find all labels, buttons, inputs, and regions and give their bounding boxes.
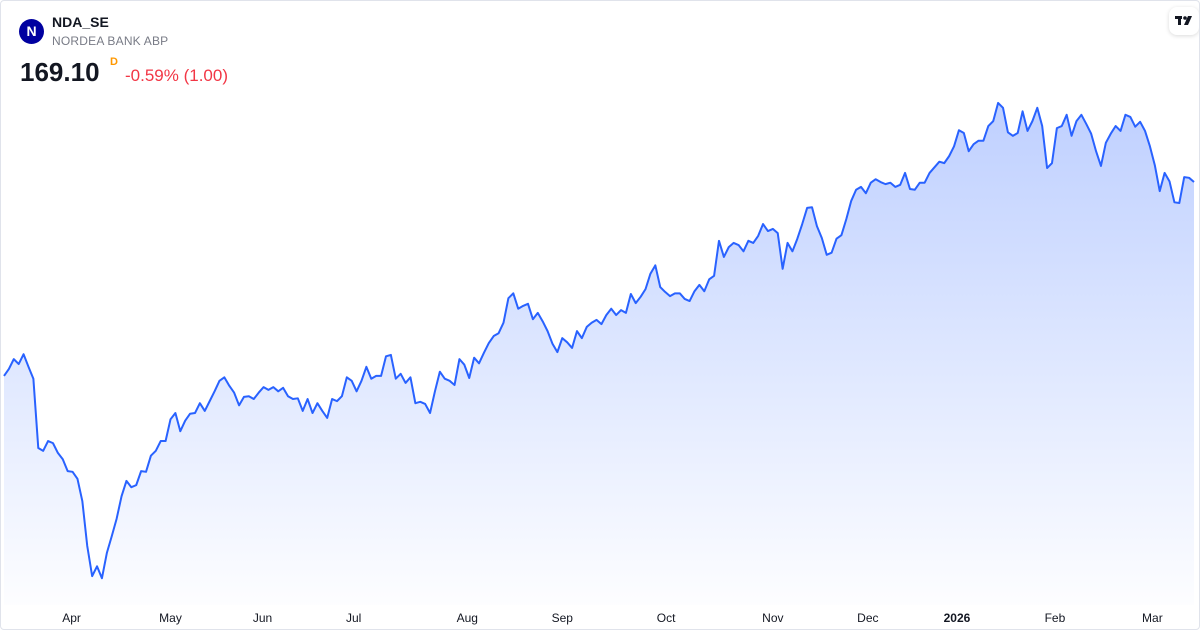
- symbol[interactable]: NDA_SE: [52, 14, 109, 30]
- x-tick-label: Aug: [457, 611, 478, 625]
- x-tick-label: Sep: [552, 611, 574, 625]
- tradingview-icon: [1175, 16, 1192, 25]
- interval: D: [110, 56, 118, 68]
- price-change: -0.59% (1.00): [125, 66, 228, 85]
- price-line: [3, 101, 1195, 580]
- tradingview-logo[interactable]: [1169, 7, 1199, 35]
- symbol-logo: N: [19, 19, 44, 44]
- x-tick-label: Oct: [657, 611, 676, 625]
- x-tick-label: Jun: [253, 611, 272, 625]
- x-tick-label: May: [159, 611, 182, 625]
- x-tick-label: Jul: [346, 611, 361, 625]
- last-price: 169.10: [20, 57, 100, 87]
- x-tick-label: Nov: [762, 611, 783, 625]
- x-tick-label: Dec: [857, 611, 878, 625]
- area-fill: [4, 102, 1194, 606]
- company-name: NORDEA BANK ABP: [52, 34, 169, 48]
- x-tick-label: Apr: [62, 611, 81, 625]
- x-tick-label: Feb: [1045, 611, 1066, 625]
- x-tick-label: 2026: [944, 611, 971, 625]
- x-tick-label: Mar: [1142, 611, 1163, 625]
